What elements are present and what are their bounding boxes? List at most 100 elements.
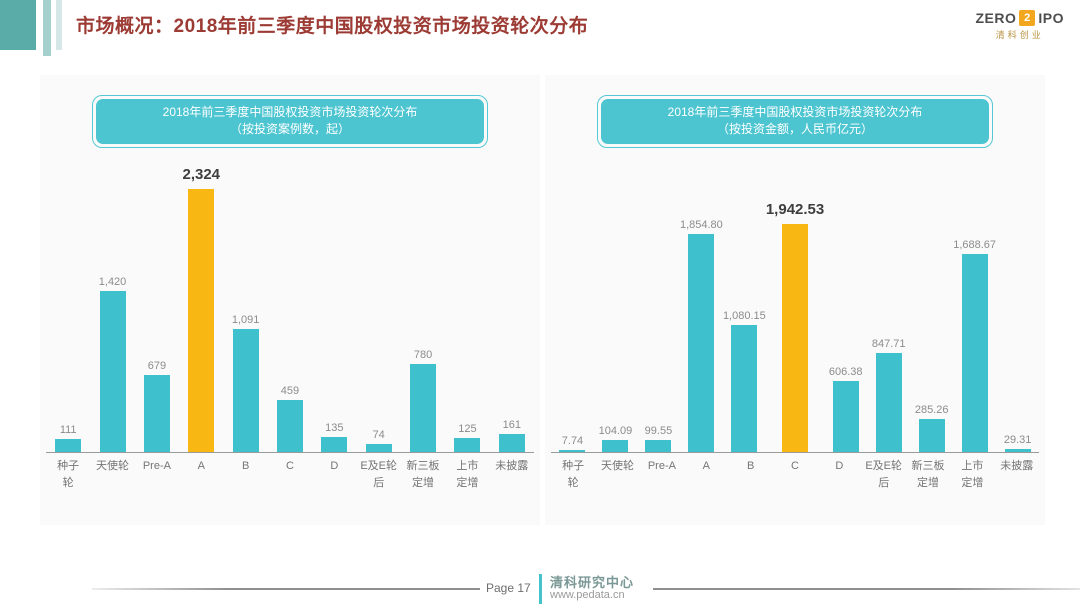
bar [602, 439, 629, 452]
bar-column: 1,688.67 [953, 152, 996, 452]
category-label: 天使轮 [96, 460, 130, 472]
category-label: 新三板 定增 [911, 460, 945, 490]
bar [276, 400, 303, 452]
bar [232, 328, 259, 452]
bar-value-label: 29.31 [1003, 433, 1032, 446]
logo-subtitle: 清科创业 [995, 30, 1044, 40]
category-label: B [746, 460, 755, 472]
bar-column: 847.71 [867, 152, 910, 452]
category-label: 未披露 [495, 460, 529, 472]
bar [875, 352, 902, 452]
category-label: D [835, 460, 844, 472]
logo-zero-text: ZERO [975, 10, 1017, 26]
footer-teal-divider [539, 574, 542, 604]
chart-title: 2018年前三季度中国股权投资市场投资轮次分布 （按投资案例数，起） [96, 99, 484, 144]
bar-value-label: 99.55 [644, 425, 673, 438]
category-label: C [791, 460, 799, 472]
category-label: 上市 定增 [456, 460, 479, 490]
category-label: A [702, 460, 710, 472]
chart-title-line1: 2018年前三季度中国股权投资市场投资轮次分布 [162, 105, 418, 119]
bar [143, 375, 170, 452]
bar-column: 606.38 [824, 152, 867, 452]
teal-accent-square [0, 0, 36, 50]
chart-title-box: 2018年前三季度中国股权投资市场投资轮次分布 （按投资金额，人民币亿元） [597, 95, 993, 148]
bar [782, 224, 809, 452]
category-label: 天使轮 [601, 460, 635, 472]
bar [1004, 448, 1031, 452]
bar-column: 125 [445, 152, 489, 452]
bar [454, 437, 481, 452]
bar [99, 291, 126, 452]
bar [498, 433, 525, 452]
bar [731, 325, 758, 452]
bar-column: 104.09 [594, 152, 637, 452]
footer-website: www.pedata.cn [550, 589, 625, 601]
bar-plot-area: 111 1,420 679 2,324 1,091 459 135 74 780 125 161 [46, 152, 534, 452]
bar [365, 443, 392, 452]
bar [321, 436, 348, 452]
logo-ipo-text: IPO [1038, 10, 1064, 26]
footer-rule-right [653, 588, 1080, 590]
bar-value-label: 1,688.67 [953, 238, 997, 251]
category-label: A [197, 460, 205, 472]
category-label: C [286, 460, 294, 472]
bar-column: 1,080.15 [723, 152, 766, 452]
category-label: 种子 轮 [562, 460, 585, 490]
footer-rule-left [92, 588, 480, 590]
bar-value-label: 459 [280, 385, 300, 398]
bar [688, 234, 715, 452]
bar-value-label: 606.38 [828, 365, 863, 378]
bar-column: 29.31 [996, 152, 1039, 452]
bar-column: 161 [490, 152, 534, 452]
zero2ipo-logo: ZERO 2 IPO 清科创业 [975, 10, 1064, 41]
page-title: 市场概况：2018年前三季度中国股权投资市场投资轮次分布 [76, 16, 589, 37]
category-label: 上市 定增 [961, 460, 984, 490]
category-label: Pre-A [647, 460, 676, 472]
bar-value-label: 847.71 [871, 337, 906, 350]
category-label: 新三板 定增 [406, 460, 440, 490]
chart-title: 2018年前三季度中国股权投资市场投资轮次分布 （按投资金额，人民币亿元） [601, 99, 989, 144]
bar-column: 285.26 [910, 152, 953, 452]
bar-value-label: 161 [502, 418, 521, 431]
bar-column: 7.74 [551, 152, 594, 452]
category-label: E及E轮 后 [360, 460, 398, 490]
bar-value-label: 74 [372, 428, 385, 441]
bar-column: 1,420 [90, 152, 134, 452]
bar-column: 99.55 [637, 152, 680, 452]
bar-value-label: 125 [458, 422, 477, 435]
bar [410, 363, 437, 452]
category-label: D [330, 460, 339, 472]
bar [55, 439, 82, 452]
bar-value-label: 679 [147, 360, 167, 373]
chart-title-box: 2018年前三季度中国股权投资市场投资轮次分布 （按投资案例数，起） [92, 95, 488, 148]
category-label: E及E轮 后 [865, 460, 903, 490]
chart-title-line2: （按投资案例数，起） [229, 122, 350, 137]
bar-value-label: 1,420 [98, 276, 127, 289]
x-axis-labels: 种子 轮 天使轮 Pre-A A B C D E及E轮 后新三板 定增 上市 定增 未披露 [46, 452, 534, 492]
bar-value-label: 1,854.80 [679, 219, 723, 232]
logo-wordmark: ZERO 2 IPO [975, 10, 1064, 26]
chart-panel-cases: 2018年前三季度中国股权投资市场投资轮次分布 （按投资案例数，起） 111 1,… [40, 75, 540, 525]
logo-two-badge: 2 [1019, 10, 1036, 26]
bar [188, 189, 215, 452]
bar-column: 1,091 [223, 152, 267, 452]
bar-value-label: 135 [325, 421, 344, 434]
bar-column: 459 [268, 152, 312, 452]
category-label: B [241, 460, 250, 472]
bar-value-label: 7.74 [561, 435, 584, 447]
bar-value-label: 780 [413, 348, 433, 361]
bar-value-label: 1,091 [231, 313, 260, 326]
bar-column: 679 [135, 152, 179, 452]
chart-title-line2: （按投资金额，人民币亿元） [716, 122, 873, 137]
bar-value-label: 285.26 [914, 403, 949, 416]
chart-title-line1: 2018年前三季度中国股权投资市场投资轮次分布 [667, 105, 923, 119]
bar-column: 135 [312, 152, 356, 452]
bar [961, 253, 988, 452]
footer-organization: 清科研究中心 [550, 575, 635, 590]
bar-value-label: 111 [59, 424, 77, 437]
bar-value-label: 1,942.53 [765, 201, 825, 218]
category-label: Pre-A [142, 460, 171, 472]
bar-column: 111 [46, 152, 90, 452]
bar [559, 450, 586, 452]
